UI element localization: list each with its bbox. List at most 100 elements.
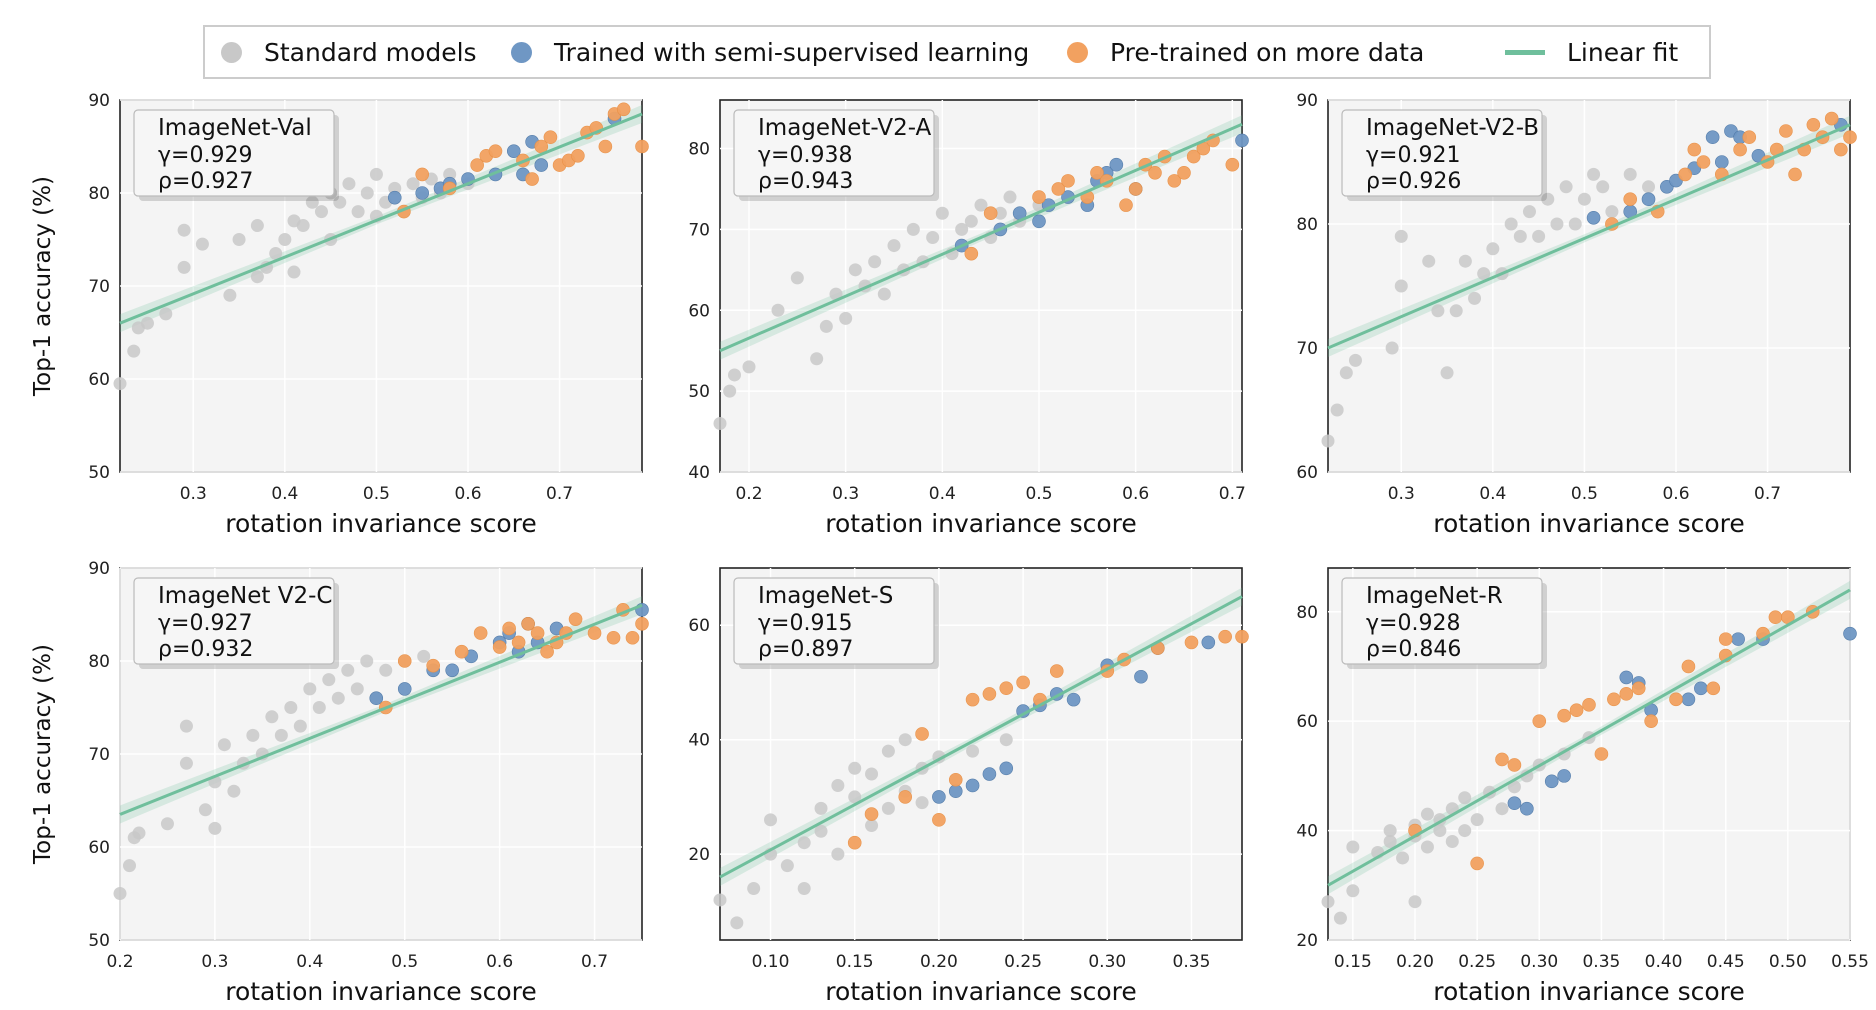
x-tick-label: 0.3 <box>180 484 207 504</box>
data-point-standard <box>278 233 292 246</box>
data-point-pretrained <box>635 616 649 631</box>
x-tick-label: 0.7 <box>581 952 608 972</box>
data-point-semi <box>1066 692 1081 707</box>
x-axis-label: rotation invariance score <box>825 977 1137 1006</box>
y-tick-label: 60 <box>688 616 710 636</box>
y-tick-label: 80 <box>688 140 710 160</box>
data-point-standard <box>132 826 146 840</box>
data-point-standard <box>848 790 862 804</box>
standard-dot-icon <box>221 41 242 63</box>
data-point-standard <box>742 360 756 374</box>
gamma-value: γ=0.915 <box>758 611 852 636</box>
data-point-standard <box>122 859 136 873</box>
data-point-pretrained <box>1779 124 1793 138</box>
data-point-standard <box>1470 813 1484 827</box>
data-point-pretrained <box>1696 155 1711 169</box>
data-point-pretrained <box>1507 758 1522 772</box>
data-point-pretrained <box>1619 687 1634 701</box>
data-point-semi <box>1201 635 1216 650</box>
data-point-standard <box>966 744 980 758</box>
data-point-standard <box>360 186 374 200</box>
data-point-standard <box>443 167 457 181</box>
data-point-semi <box>1843 626 1857 641</box>
data-point-pretrained <box>454 644 469 659</box>
data-point-standard <box>296 219 310 233</box>
data-point-standard <box>342 177 356 191</box>
data-point-standard <box>764 813 778 827</box>
data-point-standard <box>926 230 940 244</box>
data-point-standard <box>839 311 853 325</box>
data-point-pretrained <box>898 790 913 804</box>
data-point-standard <box>1422 254 1436 268</box>
data-point-pretrained <box>1495 752 1509 767</box>
data-point-standard <box>160 817 174 831</box>
data-point-pretrained <box>635 139 649 154</box>
data-point-standard <box>269 246 283 260</box>
data-point-pretrained <box>1119 198 1133 212</box>
data-point-standard <box>780 859 794 873</box>
data-point-standard <box>1396 851 1410 865</box>
x-tick-label: 0.6 <box>486 952 513 972</box>
data-point-pretrained <box>1051 182 1066 196</box>
data-point-pretrained <box>397 654 412 668</box>
y-tick-label: 90 <box>88 559 110 579</box>
data-point-standard <box>747 881 761 895</box>
data-point-standard <box>1394 279 1408 293</box>
y-tick-label: 50 <box>688 382 710 402</box>
data-point-standard <box>1458 791 1472 805</box>
y-tick-label: 60 <box>1296 712 1318 732</box>
data-point-standard <box>1433 824 1447 838</box>
data-point-standard <box>159 307 173 321</box>
data-point-standard <box>881 744 895 758</box>
data-point-standard <box>1507 780 1521 794</box>
data-point-pretrained <box>1631 681 1646 696</box>
data-point-standard <box>848 263 862 277</box>
data-point-pretrained <box>543 130 558 144</box>
data-point-semi <box>965 778 980 793</box>
data-point-standard <box>195 237 209 251</box>
gamma-value: γ=0.938 <box>758 143 852 168</box>
data-point-standard <box>217 738 231 752</box>
data-point-standard <box>993 206 1007 220</box>
data-point-semi <box>1619 670 1634 685</box>
y-axis-label: Top-1 accuracy (%) <box>30 644 56 865</box>
data-point-standard <box>797 881 811 895</box>
data-point-pretrained <box>426 658 441 673</box>
legend-label-pretrained: Pre-trained on more data <box>1110 37 1425 67</box>
y-tick-label: 60 <box>88 838 110 858</box>
data-point-standard <box>388 181 402 195</box>
data-point-pretrained <box>864 807 879 821</box>
y-tick-label: 70 <box>688 220 710 240</box>
x-tick-label: 0.4 <box>929 484 956 504</box>
data-point-standard <box>265 710 279 724</box>
data-point-semi <box>506 144 521 158</box>
data-point-standard <box>1339 366 1353 380</box>
data-point-pretrained <box>1806 118 1821 132</box>
data-point-semi <box>1032 214 1046 229</box>
data-point-standard <box>906 222 920 236</box>
data-point-standard <box>179 719 193 733</box>
data-point-standard <box>1431 304 1445 318</box>
x-tick-label: 0.7 <box>546 484 573 504</box>
data-point-pretrained <box>1049 664 1064 678</box>
x-tick-label: 0.6 <box>454 484 481 504</box>
data-point-standard <box>1346 884 1360 898</box>
data-point-standard <box>877 287 891 301</box>
data-point-standard <box>351 205 365 219</box>
data-point-standard <box>713 416 727 430</box>
legend-label-fit: Linear fit <box>1567 37 1679 67</box>
data-point-standard <box>1394 229 1408 243</box>
data-point-standard <box>314 205 328 219</box>
data-point-standard <box>341 663 355 677</box>
panel-title: ImageNet-R <box>1366 583 1503 609</box>
data-point-pretrained <box>606 630 621 645</box>
data-point-standard <box>274 728 288 742</box>
y-tick-label: 90 <box>1296 91 1318 111</box>
x-tick-label: 0.3 <box>1388 484 1415 504</box>
x-tick-label: 0.6 <box>1122 484 1149 504</box>
x-tick-label: 0.55 <box>1831 952 1869 972</box>
data-point-pretrained <box>1225 157 1240 172</box>
data-point-standard <box>898 733 912 747</box>
data-point-pretrained <box>1090 165 1104 180</box>
fit-line-icon <box>1505 49 1545 55</box>
